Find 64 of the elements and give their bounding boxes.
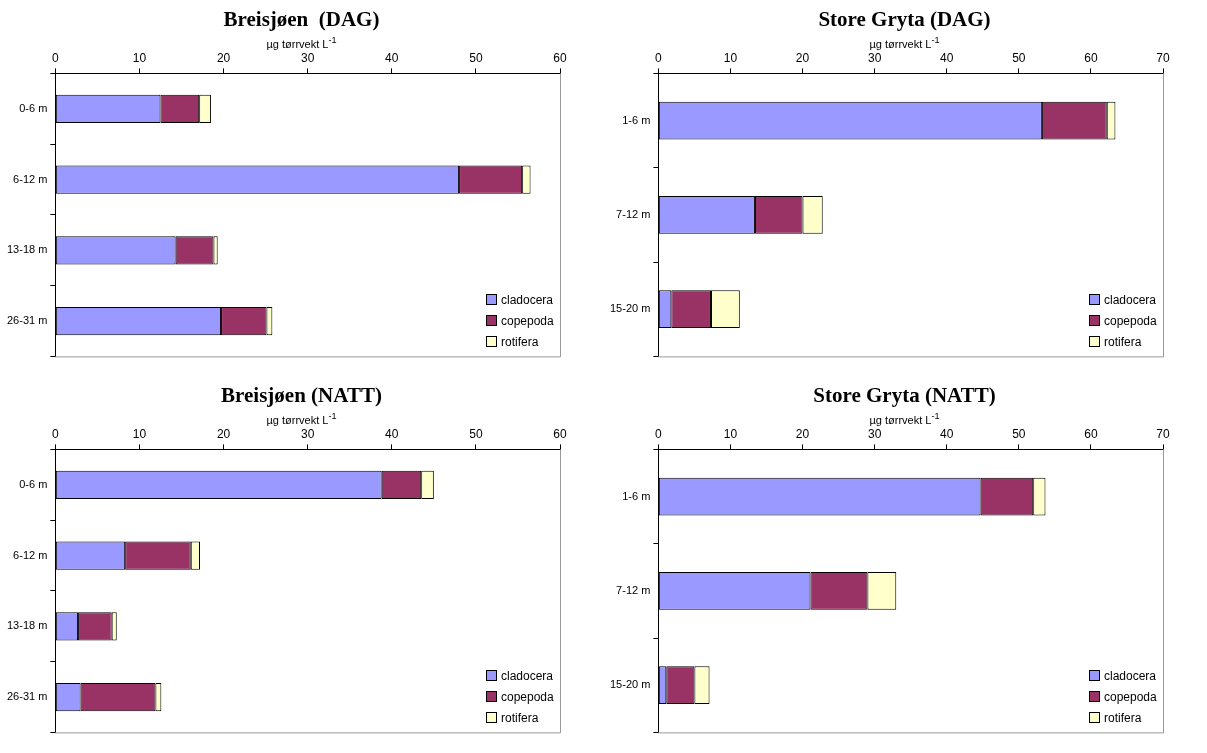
y-tick-label: 7-12 m	[616, 207, 651, 220]
x-tick-label: 30	[301, 50, 315, 65]
x-tick-label: 50	[469, 426, 483, 441]
y-tick-label: 0-6 m	[19, 477, 48, 490]
legend-label: copepoda	[1104, 313, 1157, 328]
x-tick-label: 60	[553, 50, 567, 65]
x-tick-label: 20	[795, 50, 810, 65]
chart-title: Store Gryta (DAG)	[817, 6, 992, 32]
y-tick-label: 6-12 m	[13, 172, 48, 185]
x-tick-label: 40	[940, 50, 954, 65]
y-tick-label: 1-6 m	[622, 113, 651, 126]
x-axis-title: µg tørrvekt L$^{-1}$	[265, 410, 338, 426]
legend-label: rotifera	[501, 710, 539, 725]
x-tick-label: 0	[655, 426, 663, 441]
legend-label: rotifera	[501, 334, 539, 349]
y-tick-label: 1-6 m	[622, 489, 651, 502]
x-tick-label: 10	[132, 426, 147, 441]
x-tick-label: 70	[1156, 426, 1170, 441]
x-tick-label: 50	[469, 50, 483, 65]
chart-title: Breisjøen (NATT)	[220, 382, 383, 408]
x-tick-label: 30	[301, 426, 315, 441]
y-tick-label: 0-6 m	[19, 101, 48, 114]
legend-label: cladocera	[1104, 292, 1157, 307]
y-tick-label: 26-31 m	[6, 690, 48, 703]
legend-label: cladocera	[501, 292, 554, 307]
x-tick-label: 60	[1084, 426, 1098, 441]
chart-title: Breisjøen (DAG)	[222, 6, 381, 32]
x-tick-label: 30	[867, 50, 882, 65]
chart-title: Store Gryta (NATT)	[812, 382, 997, 408]
x-tick-label: 60	[553, 426, 567, 441]
x-tick-label: 20	[216, 50, 231, 65]
x-tick-label: 0	[52, 426, 60, 441]
legend-label: cladocera	[1104, 668, 1157, 683]
x-tick-label: 50	[1012, 50, 1026, 65]
x-tick-label: 20	[216, 426, 231, 441]
x-tick-label: 10	[723, 426, 738, 441]
y-tick-label: 13-18 m	[6, 243, 48, 256]
y-tick-label: 7-12 m	[616, 583, 651, 596]
y-tick-label: 13-18 m	[6, 619, 48, 632]
y-tick-label: 15-20 m	[609, 302, 651, 315]
x-tick-label: 0	[655, 50, 663, 65]
legend-label: copepoda	[501, 689, 554, 704]
x-tick-label: 40	[385, 50, 399, 65]
x-tick-label: 30	[867, 426, 882, 441]
x-tick-label: 50	[1012, 426, 1026, 441]
x-tick-label: 40	[385, 426, 399, 441]
y-tick-label: 15-20 m	[609, 678, 651, 691]
x-tick-label: 60	[1084, 50, 1098, 65]
x-axis-title: µg tørrvekt L$^{-1}$	[868, 34, 941, 50]
legend-label: cladocera	[501, 668, 554, 683]
x-tick-label: 10	[132, 50, 147, 65]
x-axis-title: µg tørrvekt L$^{-1}$	[868, 410, 941, 426]
legend-label: copepoda	[501, 313, 554, 328]
x-tick-label: 70	[1156, 50, 1170, 65]
y-tick-label: 6-12 m	[13, 548, 48, 561]
legend-label: rotifera	[1104, 334, 1142, 349]
x-tick-label: 10	[723, 50, 738, 65]
y-tick-label: 26-31 m	[6, 314, 48, 327]
x-tick-label: 0	[52, 50, 60, 65]
x-tick-label: 40	[940, 426, 954, 441]
legend-label: copepoda	[1104, 689, 1157, 704]
x-axis-title: µg tørrvekt L$^{-1}$	[265, 34, 338, 50]
legend-label: rotifera	[1104, 710, 1142, 725]
x-tick-label: 20	[795, 426, 810, 441]
